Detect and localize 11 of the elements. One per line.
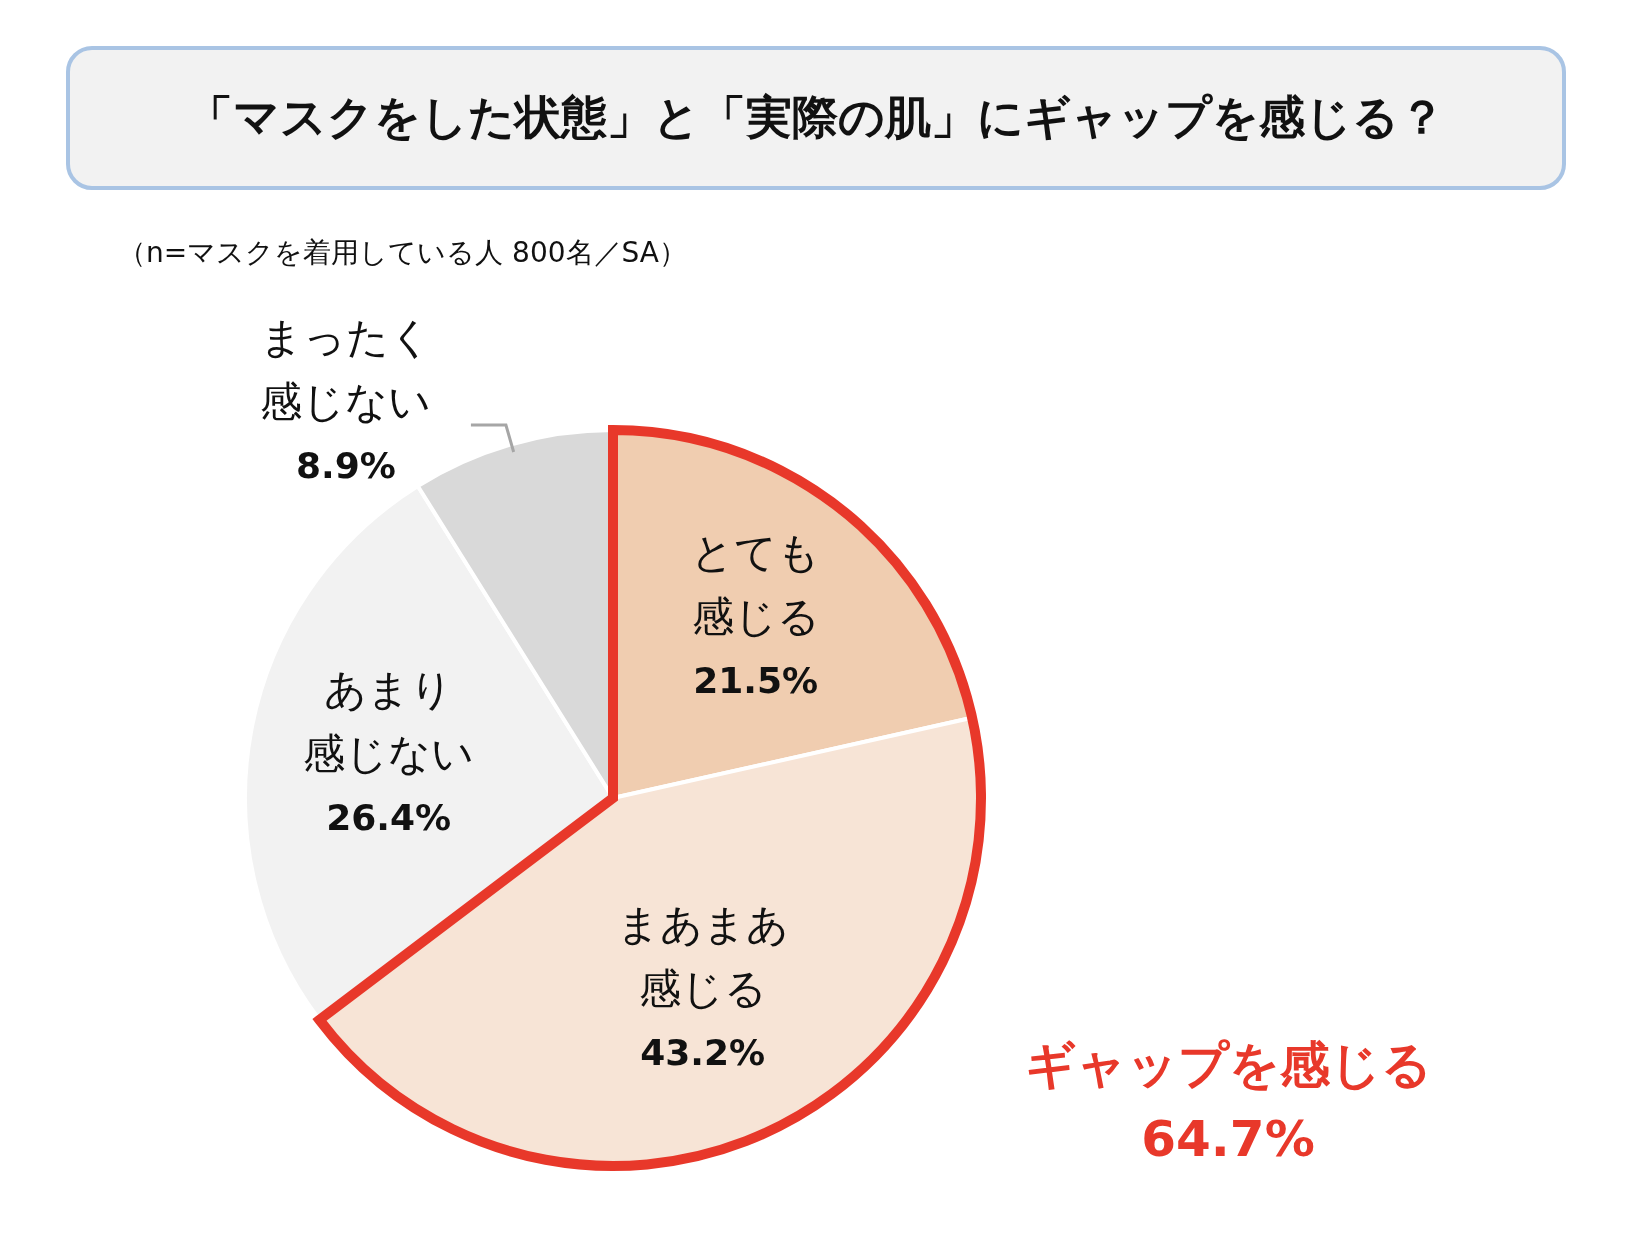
data-label: 8.9%	[296, 445, 396, 487]
chart-title: 「マスクをした状態」と「実際の肌」にギャップを感じる？	[66, 46, 1566, 190]
slice-label: まったく感じない	[259, 312, 432, 426]
data-label: 21.5%	[693, 660, 819, 702]
slice-label: まあまあ感じる	[616, 899, 789, 1013]
chart-subtitle: （n=マスクを着用している人 800名／SA）	[118, 235, 687, 271]
data-label: 43.2%	[640, 1032, 766, 1074]
slice-label: あまり感じない	[303, 664, 475, 778]
data-label: 26.4%	[326, 797, 452, 839]
text: ギャップを感じる 64.7%	[1023, 1035, 1433, 1170]
slice-label: とても感じる	[691, 527, 821, 641]
